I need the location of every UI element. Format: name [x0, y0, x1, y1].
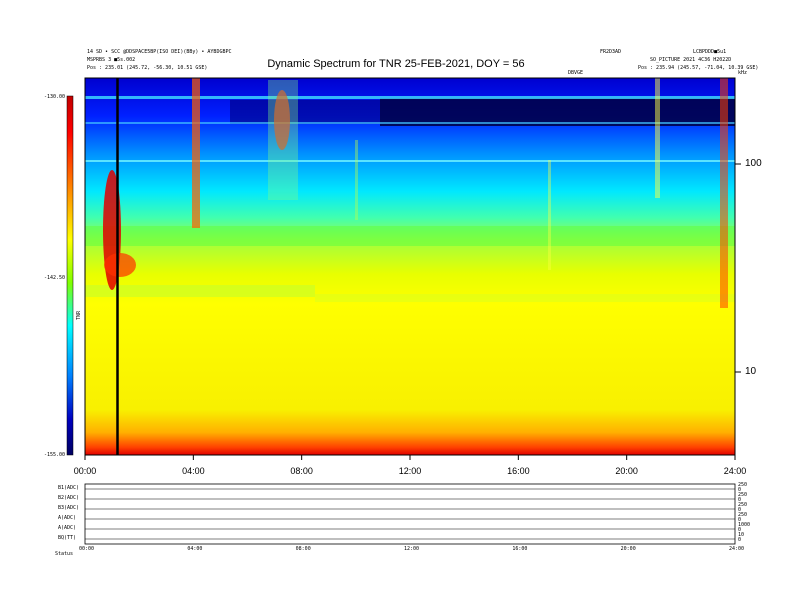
chart-title: Dynamic Spectrum for TNR 25-FEB-2021, DO…	[267, 58, 525, 70]
panel-right-tick: 0	[738, 497, 742, 503]
x-tick-label: 04:00	[182, 466, 205, 476]
panel-right-tick: 0	[738, 487, 742, 493]
header-center-top: FR2D3AD	[600, 49, 622, 55]
panel-right-tick: 0	[738, 507, 742, 513]
panel-right-tick: 0	[738, 537, 742, 543]
radio-burst-2400	[720, 78, 728, 308]
green-band	[85, 226, 735, 246]
x-tick-label: 12:00	[398, 466, 422, 476]
lower-panels-frame	[84, 483, 736, 545]
radio-burst-0400	[192, 78, 200, 228]
stepped-band-right	[315, 294, 735, 302]
horizontal-line-1	[85, 96, 735, 99]
colorbar-tick-bottom: -155.00	[44, 452, 66, 458]
header-center-label: DBVGE	[568, 70, 584, 76]
dark-band	[380, 98, 735, 126]
panel-right-tick: 10	[738, 532, 745, 538]
colorbar-label: TNR	[76, 310, 82, 320]
colorbar-tick-mid: -142.50	[44, 275, 66, 281]
x-tick-marks	[84, 455, 736, 460]
stepped-band-left	[85, 285, 315, 297]
x-tick-label: 08:00	[290, 466, 313, 476]
panel-right-tick: 1000	[738, 522, 751, 528]
panel-right-tick: 250	[738, 502, 748, 508]
panel-bottom-tick: 04:00	[187, 546, 203, 552]
header-info-left-1: 14 SD • SCC @DDSPACE5BP(ISO DEI)(BBy) • …	[87, 49, 232, 55]
header-info-right-3: Pos : 235.94 (245.57, -71.04, 10.39 GSE)	[638, 65, 759, 71]
header-info-right-2: SO_PICTURE 2021 4C36 H2022D	[650, 57, 732, 63]
panel-bottom-tick: 00:00	[79, 546, 95, 552]
x-tick-label: 20:00	[615, 466, 638, 476]
right-axis-unit: kHz	[738, 70, 748, 76]
horizontal-line-2	[85, 122, 735, 124]
radio-burst-2100	[655, 78, 660, 198]
panel-bottom-tick: 16:00	[512, 546, 528, 552]
lower-panel-traces	[85, 488, 735, 540]
streak-1700	[548, 160, 551, 270]
panel-bottom-tick: 24:00	[729, 546, 745, 552]
panel-label: B1(ADC)	[58, 485, 80, 491]
header-info-left-3: Pos : 235.01 (245.72, -56.30, 10.51 GSE)	[87, 65, 208, 71]
status-label: Status	[55, 551, 74, 557]
panel-right-tick: 0	[738, 517, 742, 523]
panel-right-tick: 250	[738, 482, 748, 488]
y-tick-label-10: 10	[745, 366, 757, 377]
panel-right-tick: 250	[738, 512, 748, 518]
radio-burst-0700	[274, 90, 290, 150]
panel-label: B3(ADC)	[58, 505, 80, 511]
spectrogram-background	[85, 78, 735, 455]
dark-band-left	[230, 100, 380, 124]
panel-label: A(ADC)	[58, 525, 77, 531]
header-info-left-2: MSPRBS 3 ■5s.002	[87, 57, 136, 63]
panel-label: BQ(TT)	[58, 535, 77, 541]
x-tick-label: 00:00	[73, 466, 97, 476]
panel-right-tick: 0	[738, 527, 742, 533]
x-tick-label: 16:00	[507, 466, 530, 476]
panel-bottom-tick: 20:00	[620, 546, 636, 552]
y-tick-label-100: 100	[745, 158, 762, 169]
colorbar	[66, 95, 74, 456]
streak-1000	[355, 140, 358, 220]
panel-label: A(ADC)	[58, 515, 77, 521]
panel-right-tick: 250	[738, 492, 748, 498]
colorbar-tick-top: -130.00	[44, 94, 66, 100]
horizontal-line-3	[85, 160, 735, 162]
panel-bottom-tick: 12:00	[404, 546, 420, 552]
panel-label: B2(ADC)	[58, 495, 80, 501]
panel-bottom-tick: 08:00	[295, 546, 311, 552]
radio-burst-tail	[104, 253, 136, 277]
header-info-right-1: LCBPDDD■5u1	[693, 49, 727, 55]
radio-burst-0700-halo	[268, 80, 298, 200]
x-tick-label: 24:00	[723, 466, 747, 476]
